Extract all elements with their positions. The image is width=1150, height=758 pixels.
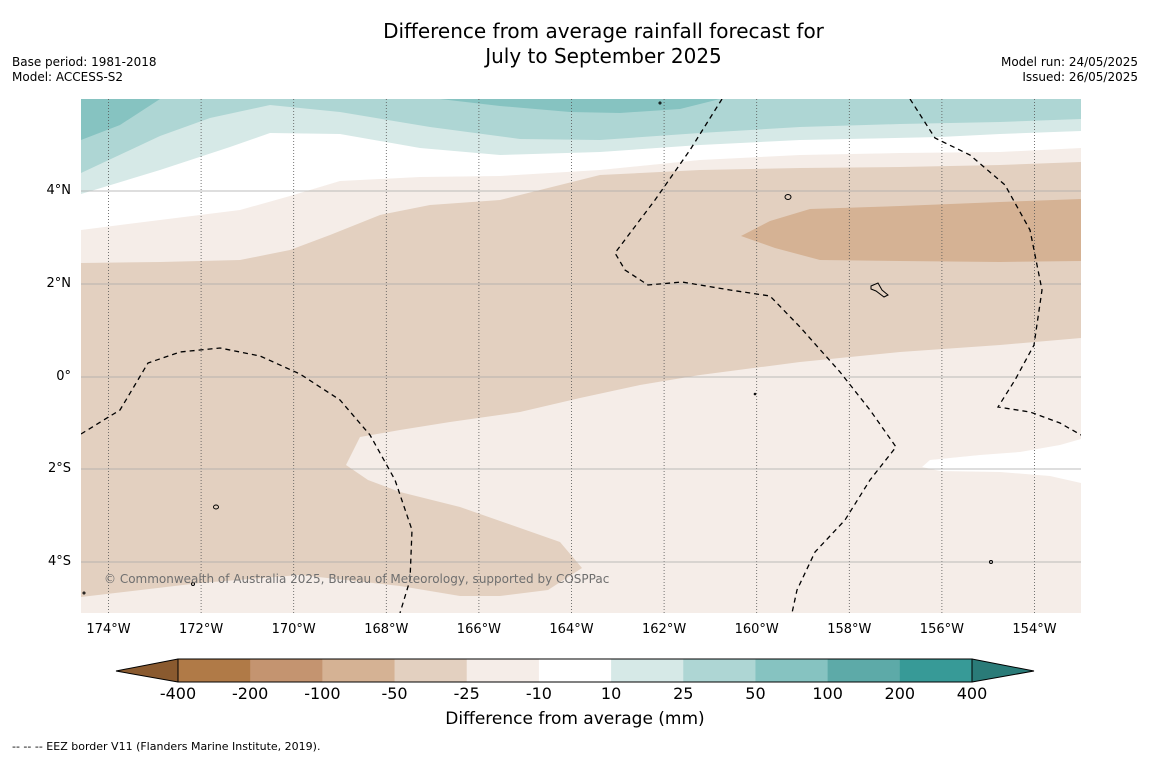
colorbar-tick-label: -10 bbox=[525, 684, 552, 703]
colorbar-bin bbox=[250, 659, 323, 682]
latitude-label: 4°N bbox=[46, 183, 72, 198]
left-meta: Base period: 1981-2018 Model: ACCESS-S2 bbox=[12, 55, 157, 85]
longitude-label: 156°W bbox=[919, 622, 964, 637]
longitude-label: 174°W bbox=[86, 622, 131, 637]
island bbox=[191, 582, 195, 586]
longitude-label: 164°W bbox=[549, 622, 594, 637]
colorbar-low-arrow bbox=[116, 659, 178, 682]
island bbox=[784, 194, 792, 200]
longitude-label: 158°W bbox=[827, 622, 872, 637]
colorbar-tick-label: 100 bbox=[812, 684, 843, 703]
colorbar-tick-label: -50 bbox=[381, 684, 408, 703]
island bbox=[658, 101, 662, 105]
colorbar-tick-label: 200 bbox=[884, 684, 916, 703]
colorbar-bin bbox=[394, 659, 468, 682]
colorbar-bin bbox=[827, 659, 901, 682]
eez-legend-note: -- -- -- EEZ border V11 (Flanders Marine… bbox=[12, 740, 321, 753]
map-title: Difference from average rainfall forecas… bbox=[0, 19, 1150, 69]
island bbox=[870, 282, 889, 298]
longitude-label: 154°W bbox=[1012, 622, 1057, 637]
band-teal-25 bbox=[81, 99, 1081, 173]
band-white-south bbox=[922, 439, 1081, 483]
colorbar-high-arrow bbox=[972, 659, 1034, 682]
longitude-label: 168°W bbox=[364, 622, 409, 637]
longitude-label: 172°W bbox=[179, 622, 224, 637]
colorbar-title: Difference from average (mm) bbox=[445, 709, 705, 729]
longitude-label: 160°W bbox=[734, 622, 779, 637]
band-light-south bbox=[81, 338, 1081, 613]
latitude-label: 0° bbox=[56, 369, 71, 384]
copyright-text: © Commonwealth of Australia 2025, Bureau… bbox=[104, 572, 610, 586]
base-period-text: Base period: 1981-2018 bbox=[12, 55, 157, 69]
model-text: Model: ACCESS-S2 bbox=[12, 70, 124, 84]
colorbar-tick-label: 400 bbox=[956, 684, 988, 703]
longitude-label: 162°W bbox=[642, 622, 687, 637]
colorbar-tick-label: -100 bbox=[304, 684, 341, 703]
latitude-label: 2°S bbox=[47, 461, 71, 476]
colorbar-bin bbox=[611, 659, 684, 682]
island bbox=[82, 591, 86, 595]
island bbox=[989, 560, 993, 564]
islands bbox=[82, 101, 993, 595]
colorbar-bin bbox=[466, 659, 540, 682]
colorbar-bin bbox=[538, 659, 612, 682]
colorbar bbox=[115, 658, 1035, 683]
eez-borders bbox=[81, 99, 1081, 613]
colorbar-tick-label: 50 bbox=[745, 684, 766, 703]
colorbar-arrow-outline-left bbox=[115, 658, 179, 683]
contour-fields bbox=[81, 99, 1081, 613]
latitude-label: 2°N bbox=[46, 276, 72, 291]
colorbar-bin bbox=[683, 659, 756, 682]
colorbar-tick-label: -400 bbox=[159, 684, 197, 703]
colorbar-bin bbox=[322, 659, 396, 682]
island bbox=[753, 392, 757, 396]
eez-border-east bbox=[909, 99, 1081, 436]
title-line-1: Difference from average rainfall forecas… bbox=[383, 19, 824, 43]
colorbar-bin bbox=[755, 659, 829, 682]
island bbox=[213, 504, 219, 510]
model-run-text: Model run: 24/05/2025 bbox=[1000, 55, 1138, 69]
colorbar-bin bbox=[899, 659, 973, 682]
longitude-label: 170°W bbox=[271, 622, 316, 637]
graticule bbox=[81, 99, 1081, 613]
band-dry-50 bbox=[741, 199, 1081, 262]
latitude-label: 4°S bbox=[47, 554, 71, 569]
colorbar-tick-label: 10 bbox=[600, 684, 622, 703]
right-meta: Model run: 24/05/2025 Issued: 26/05/2025 bbox=[1001, 55, 1138, 85]
eez-border-central bbox=[614, 99, 897, 613]
band-teal-50 bbox=[81, 99, 160, 140]
colorbar-arrow-outline-right bbox=[971, 658, 1035, 683]
issued-text: Issued: 26/05/2025 bbox=[1022, 70, 1138, 84]
colorbar-tick-label: -25 bbox=[453, 684, 480, 703]
longitude-label: 166°W bbox=[456, 622, 501, 637]
colorbar-tick-label: -200 bbox=[232, 684, 269, 703]
title-line-2: July to September 2025 bbox=[485, 44, 722, 68]
colorbar-frame bbox=[177, 658, 973, 683]
colorbar-tick-label: 25 bbox=[673, 684, 694, 703]
colorbar-bin bbox=[178, 659, 251, 682]
eez-border-west bbox=[81, 347, 413, 613]
band-teal-50-top bbox=[440, 99, 720, 113]
